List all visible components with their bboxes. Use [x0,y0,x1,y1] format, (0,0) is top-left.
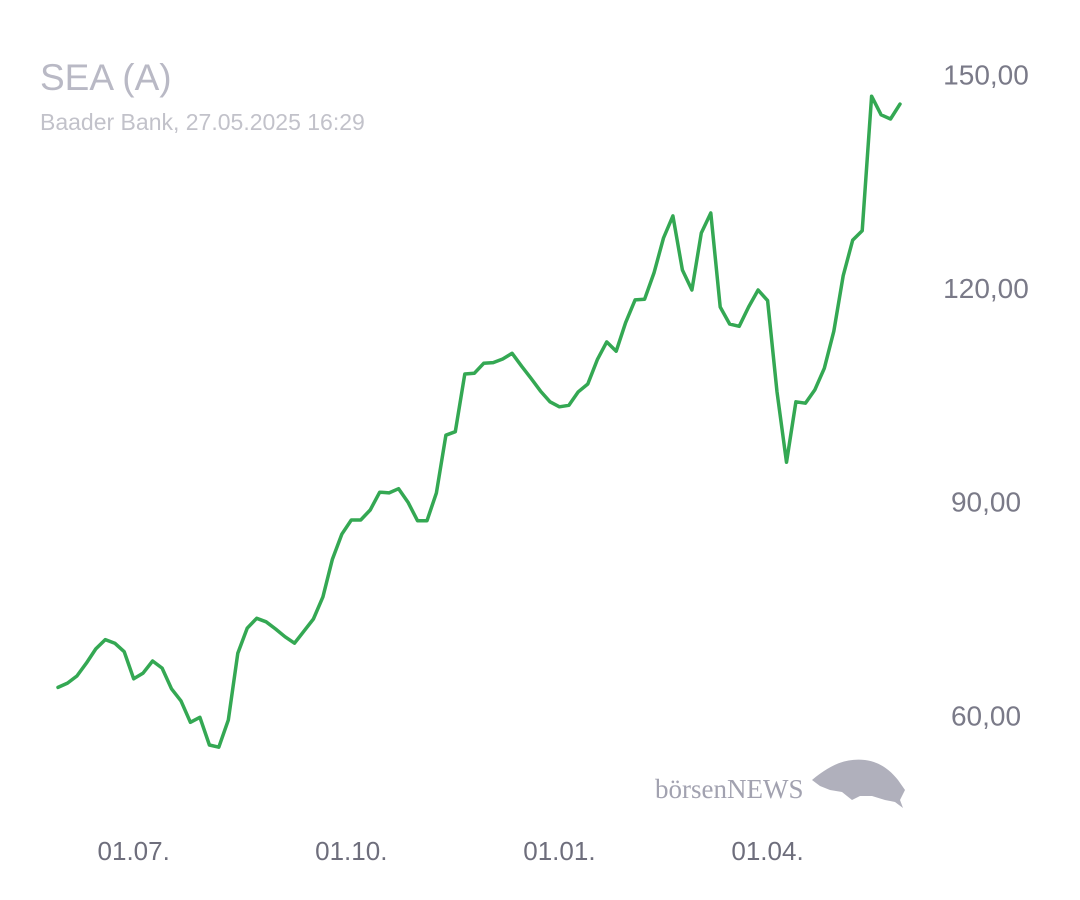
x-tick-label: 01.04. [731,836,803,866]
price-line [56,94,902,749]
y-tick-label: 60,00 [951,700,1021,731]
chart-subtitle: Baader Bank, 27.05.2025 16:29 [40,109,365,135]
logo: börsenNEWS [655,759,905,808]
x-tick-label: 01.10. [315,836,387,866]
y-tick-label: 150,00 [943,59,1029,90]
y-tick-label: 90,00 [951,487,1021,518]
bull-icon [812,759,905,808]
chart-title: SEA (A) [40,57,172,98]
x-tick-label: 01.07. [98,836,170,866]
watermark: börsenNEWS [655,774,803,804]
x-tick-label: 01.01. [523,836,595,866]
y-tick-label: 120,00 [943,273,1029,304]
